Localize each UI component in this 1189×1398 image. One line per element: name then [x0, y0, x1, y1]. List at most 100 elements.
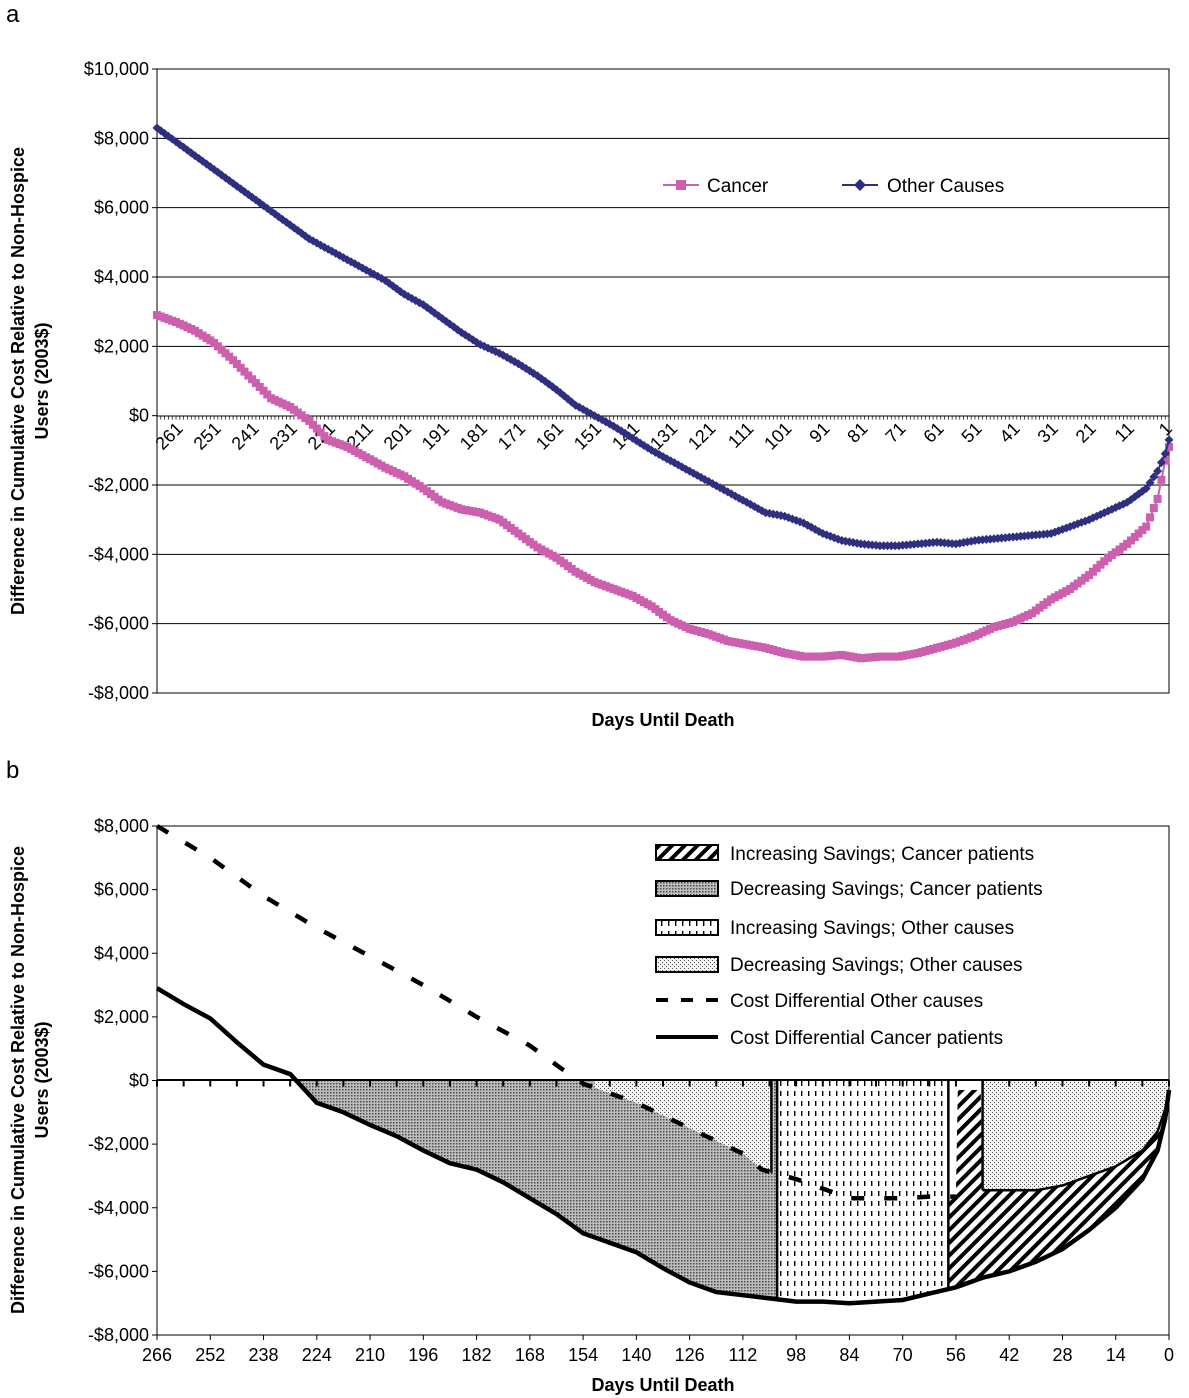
panel-b-shaded-regions [297, 1080, 1169, 1304]
panel-b: b $8,000 $6,000 $4,000 $2,000 $0 -$2,000 -$4,0… [6, 757, 1174, 1395]
legend-label-cancer: Cancer [707, 176, 769, 197]
x-tick-label: 201 [380, 418, 415, 453]
panel-b-region-separators [770, 1080, 984, 1299]
panel-a-y-axis-title-line2: Users (2003$) [32, 322, 52, 439]
x-tick-label: 71 [881, 418, 909, 446]
x-tick-label: 171 [494, 418, 529, 453]
y-tick-label: $8,000 [94, 128, 149, 148]
x-tick-label: 266 [142, 1345, 172, 1365]
panel-a-y-axis-title-line1: Difference in Cumulative Cost Relative t… [8, 147, 28, 615]
legend-label-increasing-savings-cancer: Increasing Savings; Cancer patients [730, 844, 1034, 865]
series-markers-cancer [153, 311, 1173, 663]
data-point-cancer [1153, 494, 1162, 503]
y-tick-label: -$4,000 [88, 1198, 149, 1218]
legend-swatch-decreasing-savings-other [655, 956, 719, 973]
x-tick-label: 31 [1034, 418, 1062, 446]
panel-b-letter: b [6, 757, 19, 784]
legend-marker-cancer [676, 180, 686, 190]
y-tick-label: $6,000 [94, 880, 149, 900]
x-tick-label: 81 [843, 418, 871, 446]
panel-b-y-axis-title-line2: Users (2003$) [32, 1021, 52, 1138]
legend-swatch-increasing-savings-cancer [655, 844, 719, 861]
y-tick-label: $4,000 [94, 267, 149, 287]
y-tick-label: -$8,000 [88, 683, 149, 703]
legend-label-cost-differential-cancer: Cost Differential Cancer patients [730, 1028, 1003, 1049]
x-tick-label: 98 [786, 1345, 806, 1365]
x-tick-label: 182 [462, 1345, 492, 1365]
x-tick-label: 21 [1072, 418, 1100, 446]
data-point-other-causes [1156, 458, 1166, 467]
x-tick-label: 28 [1052, 1345, 1072, 1365]
x-tick-label: 121 [684, 418, 719, 453]
y-tick-label: -$8,000 [88, 1325, 149, 1345]
y-tick-label: $10,000 [84, 59, 149, 79]
x-tick-label: 84 [839, 1345, 859, 1365]
legend-label-decreasing-savings-cancer: Decreasing Savings; Cancer patients [730, 879, 1043, 900]
x-tick-label: 251 [190, 418, 225, 453]
panel-a-series [152, 123, 1174, 663]
x-tick-label: 70 [893, 1345, 913, 1365]
x-tick-label: 51 [957, 418, 985, 446]
panel-b-x-axis: 266 252 238 224 210 196 182 168 154 140 126 112 98 84… [142, 1335, 1174, 1365]
y-tick-label: $2,000 [94, 336, 149, 356]
x-tick-label: 0 [1164, 1345, 1174, 1365]
panel-a-x-axis-title: Days Until Death [591, 710, 734, 730]
region-increasing-savings-cancer [948, 1090, 1169, 1290]
x-tick-label: 151 [570, 418, 605, 453]
x-tick-label: 56 [946, 1345, 966, 1365]
x-tick-label: 191 [418, 418, 453, 453]
panel-b-series [155, 824, 1172, 1306]
y-tick-label: $0 [129, 406, 149, 426]
series-line-cost-differential-cancer-patients [155, 986, 1172, 1306]
data-point-cancer [1161, 456, 1170, 465]
x-tick-label: 112 [729, 1345, 758, 1365]
x-tick-label: 41 [996, 418, 1024, 446]
panel-a: a $10,000 $8,000 $6,000 $4,000 $2,000 $0 -$2,0… [6, 1, 1176, 730]
y-tick-label: $4,000 [94, 943, 149, 963]
data-point-cancer [1165, 442, 1173, 451]
panel-b-x-axis-title: Days Until Death [591, 1375, 734, 1395]
series-markers-other-causes [152, 123, 1174, 551]
panel-a-plot-frame [156, 68, 1170, 694]
data-point-other-causes [1164, 435, 1174, 445]
x-tick-label: 126 [675, 1345, 705, 1365]
x-tick-label: 161 [532, 418, 567, 453]
data-point-other-causes [1160, 449, 1170, 459]
x-tick-label: 111 [724, 418, 757, 451]
legend-marker-other-causes [854, 179, 866, 191]
legend-label-other-causes: Other Causes [887, 176, 1004, 197]
data-point-cancer [1146, 513, 1154, 522]
series-line-other-causes [156, 127, 1170, 547]
x-tick-label: 231 [266, 418, 301, 453]
x-tick-label: 154 [568, 1345, 598, 1365]
series-line-cost-differential-other-causes [155, 824, 956, 1201]
legend-label-increasing-savings-other: Increasing Savings; Other causes [730, 918, 1014, 939]
x-tick-label: 210 [355, 1345, 385, 1365]
x-tick-label: 252 [195, 1345, 225, 1365]
x-tick-label: 91 [805, 418, 833, 446]
y-tick-label: -$6,000 [88, 1261, 149, 1281]
legend-label-cost-differential-other: Cost Differential Other causes [730, 991, 983, 1012]
x-tick-label: 168 [515, 1345, 545, 1365]
y-tick-label: $2,000 [94, 1007, 149, 1027]
panel-a-y-axis: $10,000 $8,000 $6,000 $4,000 $2,000 $0 -$2,000… [84, 59, 157, 703]
panel-a-legend: Cancer Other Causes [663, 176, 1004, 197]
series-line-other-causes-boundary [982, 1089, 1171, 1192]
data-point-other-causes [1141, 484, 1151, 493]
series-line-cancer [156, 314, 1170, 660]
y-tick-label: -$6,000 [88, 614, 149, 634]
x-tick-label: 224 [302, 1345, 332, 1365]
x-tick-label: 61 [919, 418, 947, 446]
region-decreasing-savings-cancer [297, 1080, 778, 1300]
x-tick-label: 1 [1155, 418, 1176, 439]
legend-entry-cancer: Cancer [663, 176, 769, 197]
region-increasing-savings-other [777, 1080, 949, 1304]
x-tick-label: 241 [228, 418, 263, 453]
y-tick-label: -$2,000 [88, 475, 149, 495]
x-tick-label: 140 [621, 1345, 651, 1365]
region-decreasing-savings-other [982, 1080, 1169, 1191]
region-decreasing-savings-other [594, 1080, 774, 1173]
x-tick-label: 238 [249, 1345, 279, 1365]
data-point-cancer [1149, 504, 1158, 513]
